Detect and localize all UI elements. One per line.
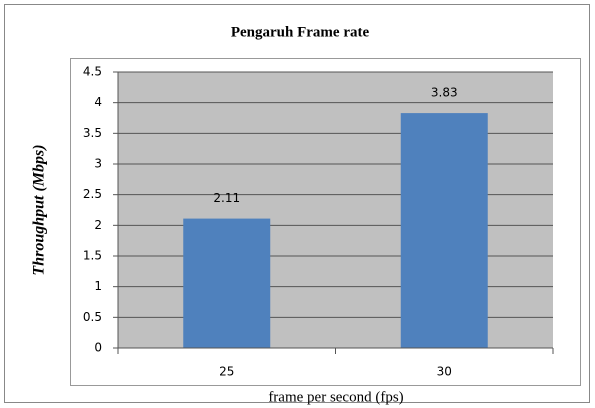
data-label: 3.83 bbox=[431, 86, 458, 100]
y-tick-label: 0 bbox=[94, 341, 102, 355]
x-tick-label: 25 bbox=[219, 365, 234, 379]
y-axis-label: Throughput (Mbps) bbox=[31, 144, 48, 275]
y-tick-label: 0.5 bbox=[83, 310, 102, 324]
y-tick-label: 4 bbox=[94, 95, 102, 109]
bar bbox=[183, 218, 271, 348]
y-tick-label: 1.5 bbox=[83, 249, 102, 263]
data-label: 2.11 bbox=[213, 191, 240, 205]
y-tick-label: 1 bbox=[94, 279, 102, 293]
y-tick-label: 3.5 bbox=[83, 126, 102, 140]
y-tick-label: 3 bbox=[94, 157, 102, 171]
x-tick-label: 30 bbox=[437, 365, 452, 379]
x-axis-label: frame per second (fps) bbox=[268, 389, 403, 405]
y-tick-label: 4.5 bbox=[83, 65, 102, 79]
y-tick-label: 2.5 bbox=[83, 187, 102, 201]
y-tick-label: 2 bbox=[94, 218, 102, 232]
chart-title: Pengaruh Frame rate bbox=[231, 24, 370, 40]
bar bbox=[400, 113, 488, 349]
